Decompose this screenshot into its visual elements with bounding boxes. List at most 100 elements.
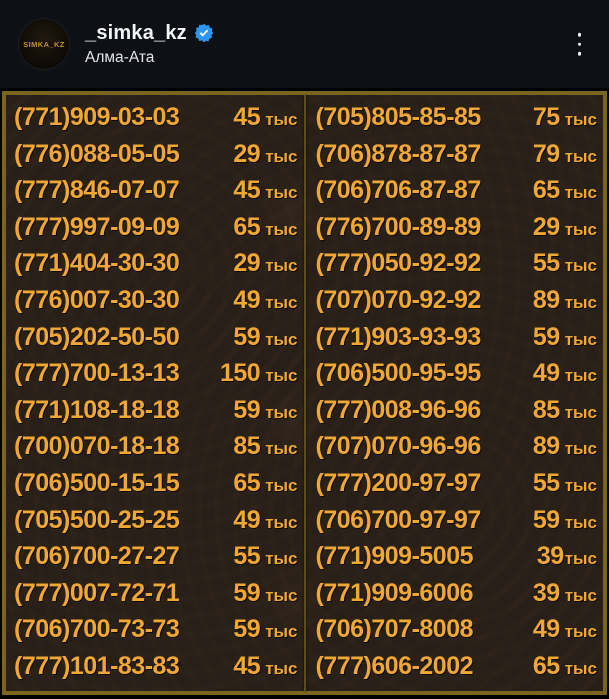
price-unit: тыс <box>564 146 597 166</box>
price-value: 49 <box>233 505 261 534</box>
price-value: 49 <box>532 359 560 388</box>
price: 29 тыс <box>533 213 597 242</box>
price-value: 89 <box>532 285 560 314</box>
post-image[interactable]: (771)909-03-03 45 тыс (776)088-05-05 29 тыс (7… <box>0 88 609 699</box>
price-value: 45 <box>233 103 261 131</box>
price-value: 45 <box>233 176 261 205</box>
price: 150 тыс <box>220 359 298 388</box>
price-unit: тыс <box>265 475 298 495</box>
phone-number: (706)878-87-87 <box>315 139 482 168</box>
price-value: 59 <box>233 322 261 351</box>
phone-listing-row: (705)500-25-25 49 тыс <box>14 506 298 535</box>
price: 49 тыс <box>233 506 297 535</box>
price-column-right: (705)805-85-85 75 тыс (706)878-87-87 79 тыс (7… <box>306 95 604 691</box>
price: 49 тыс <box>533 615 597 644</box>
price: 89 тыс <box>533 432 597 461</box>
price: 45 тыс <box>233 176 297 205</box>
phone-number: (777)200-97-97 <box>315 468 482 497</box>
price: 49 тыс <box>233 286 297 315</box>
price: 59 тыс <box>533 506 597 535</box>
price-unit: тыс <box>265 329 298 349</box>
phone-listing-row: (707)070-96-96 89 тыс <box>316 432 598 461</box>
more-options-icon[interactable] <box>572 27 588 62</box>
verified-badge-icon <box>194 23 214 43</box>
price-unit: тыс <box>265 622 298 642</box>
phone-listing-row: (705)805-85-85 75 тыс <box>316 103 598 132</box>
phone-number: (777)700-13-13 <box>14 359 180 388</box>
phone-listing-row: (777)101-83-83 45 тыс <box>14 652 298 681</box>
phone-number: (777)997-09-09 <box>14 212 180 241</box>
price-value: 59 <box>233 395 261 424</box>
price: 89 тыс <box>533 286 597 315</box>
phone-listing-row: (777)050-92-92 55 тыс <box>316 249 598 278</box>
price-unit: тыс <box>564 292 597 312</box>
phone-listing-row: (771)909-03-03 45 тыс <box>14 103 298 132</box>
price-unit: тыс <box>265 549 298 569</box>
phone-listing-row: (706)878-87-87 79 тыс <box>316 140 598 169</box>
phone-number: (706)700-97-97 <box>315 505 482 534</box>
price: 39 тыс <box>537 542 597 571</box>
phone-number: (706)707-8008 <box>315 615 474 644</box>
price-unit: тыс <box>564 585 597 605</box>
price-unit: тыс <box>265 183 298 203</box>
phone-listing-row: (771)404-30-30 29 тыс <box>14 249 298 278</box>
price-unit: тыс <box>564 110 597 129</box>
phone-number: (771)909-5005 <box>315 542 474 571</box>
phone-listing-row: (706)500-95-95 49 тыс <box>316 359 598 388</box>
phone-listing-row: (771)909-5005 39 тыс <box>316 542 598 571</box>
phone-number: (706)700-27-27 <box>14 542 180 571</box>
price-value: 75 <box>532 103 560 131</box>
price-unit: тыс <box>265 512 298 532</box>
price-unit: тыс <box>564 439 597 459</box>
price-value: 59 <box>532 322 560 351</box>
price-unit: тыс <box>564 219 597 239</box>
price-value: 59 <box>233 615 261 644</box>
price-value: 150 <box>219 359 261 388</box>
phone-listing-row: (706)700-27-27 55 тыс <box>14 542 298 571</box>
price-value: 65 <box>532 176 560 205</box>
price-unit: тыс <box>265 219 298 239</box>
username[interactable]: _simka_kz <box>85 21 187 44</box>
phone-listing-row: (706)500-15-15 65 тыс <box>14 469 298 498</box>
phone-number: (771)108-18-18 <box>14 395 180 424</box>
price-value: 79 <box>532 139 560 168</box>
phone-number: (777)846-07-07 <box>14 176 180 205</box>
price: 79 тыс <box>533 140 597 169</box>
price-unit: тыс <box>265 366 298 386</box>
phone-number: (706)500-95-95 <box>315 359 482 388</box>
phone-listing-row: (771)909-6006 39 тыс <box>316 579 598 608</box>
phone-listing-row: (777)997-09-09 65 тыс <box>14 213 298 242</box>
price-value: 59 <box>532 505 560 534</box>
phone-listing-row: (771)903-93-93 59 тыс <box>316 323 598 352</box>
price-unit: тыс <box>564 549 597 569</box>
price-value: 29 <box>233 249 261 278</box>
avatar[interactable]: SIMKA_KZ <box>18 18 70 70</box>
phone-listing-row: (707)070-92-92 89 тыс <box>316 286 598 315</box>
price-value: 39 <box>532 578 560 607</box>
price-value: 29 <box>532 212 560 241</box>
price-board: (771)909-03-03 45 тыс (776)088-05-05 29 тыс (7… <box>2 91 607 695</box>
phone-listing-row: (706)707-8008 49 тыс <box>316 615 598 644</box>
phone-number: (705)805-85-85 <box>315 103 482 131</box>
phone-number: (776)088-05-05 <box>14 139 180 168</box>
phone-number: (777)050-92-92 <box>315 249 482 278</box>
price: 49 тыс <box>533 359 597 388</box>
price-value: 59 <box>233 578 261 607</box>
price-unit: тыс <box>564 366 597 386</box>
phone-number: (777)101-83-83 <box>14 651 180 680</box>
header-text: _simka_kz Алма-Ата <box>85 22 214 67</box>
location-link[interactable]: Алма-Ата <box>85 48 155 66</box>
phone-number: (777)606-2002 <box>315 651 474 680</box>
post-header: SIMKA_KZ _simka_kz Алма-Ата <box>0 0 609 88</box>
phone-listing-row: (705)202-50-50 59 тыс <box>14 323 298 352</box>
price: 59 тыс <box>233 323 297 352</box>
price: 59 тыс <box>233 579 297 608</box>
price-value: 49 <box>532 615 560 644</box>
price-value: 55 <box>532 249 560 278</box>
price-value: 55 <box>532 468 560 497</box>
price-value: 65 <box>233 212 261 241</box>
price-value: 85 <box>532 395 560 424</box>
price-value: 65 <box>233 468 261 497</box>
phone-listing-row: (777)008-96-96 85 тыс <box>316 396 598 425</box>
